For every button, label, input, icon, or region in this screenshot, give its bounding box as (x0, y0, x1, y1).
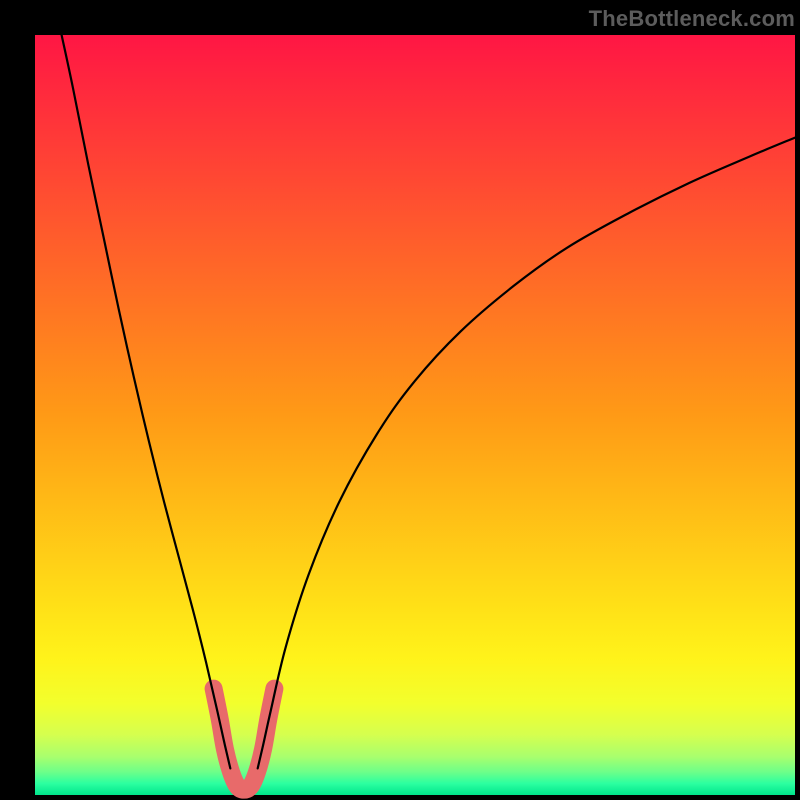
plot-area (35, 35, 795, 795)
right-curve (258, 138, 795, 769)
chart-svg (35, 35, 795, 795)
outer-frame: TheBottleneck.com (0, 0, 800, 800)
left-curve (62, 35, 231, 768)
watermark-text: TheBottleneck.com (589, 6, 795, 32)
